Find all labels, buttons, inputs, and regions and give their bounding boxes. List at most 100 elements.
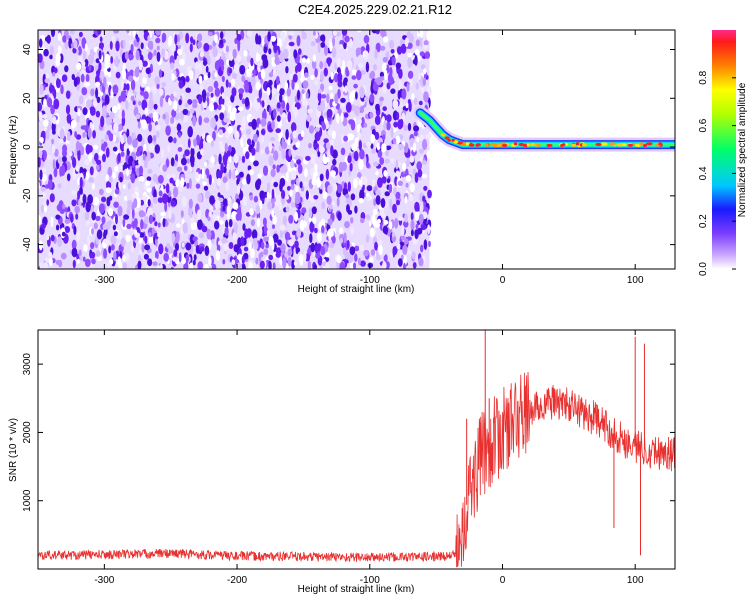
signal-hotspot [492, 144, 498, 148]
noise-speck [330, 170, 336, 177]
noise-speck [161, 48, 166, 58]
noise-speck [359, 189, 365, 201]
noise-speck [419, 134, 425, 141]
noise-speck [285, 66, 289, 74]
noise-speck [279, 53, 284, 63]
noise-speck [41, 173, 47, 182]
noise-speck [88, 177, 94, 183]
noise-speck [243, 49, 248, 57]
noise-speck [270, 35, 277, 42]
noise-speck [46, 199, 50, 206]
noise-speck [250, 57, 254, 67]
noise-speck [109, 40, 113, 50]
noise-speck [383, 220, 389, 225]
noise-speck [120, 90, 127, 102]
noise-speck [281, 112, 287, 119]
noise-speck [392, 99, 399, 109]
noise-speck [166, 243, 170, 249]
noise-speck [354, 253, 358, 262]
noise-speck [395, 191, 401, 199]
noise-speck [260, 68, 266, 80]
noise-speck [295, 141, 301, 148]
noise-speck [199, 246, 205, 252]
noise-speck [275, 128, 282, 134]
noise-speck [245, 151, 250, 160]
noise-speck [417, 55, 421, 62]
noise-speck [49, 54, 53, 60]
noise-speck [198, 75, 203, 85]
noise-speck [194, 61, 199, 70]
noise-speck [368, 221, 372, 227]
noise-speck [370, 143, 374, 149]
noise-speck [350, 217, 354, 224]
noise-speck [235, 169, 239, 176]
noise-speck [268, 155, 274, 166]
noise-speck [341, 134, 345, 144]
noise-speck [51, 138, 54, 145]
noise-speck [90, 251, 96, 259]
noise-speck [275, 75, 280, 86]
noise-speck [138, 176, 145, 182]
noise-speck [137, 133, 143, 142]
noise-speck [103, 76, 107, 88]
noise-speck [301, 89, 305, 95]
noise-speck [163, 252, 169, 262]
noise-speck [138, 145, 143, 152]
noise-speck [41, 223, 46, 229]
noise-speck [228, 219, 233, 228]
noise-speck [279, 88, 285, 96]
noise-speck [374, 49, 378, 59]
noise-speck [153, 86, 157, 95]
noise-speck [98, 242, 103, 252]
y-tick-label: 1000 [22, 489, 33, 512]
noise-speck [256, 141, 260, 152]
noise-speck [192, 115, 197, 127]
noise-speck [212, 102, 218, 110]
noise-speck [402, 244, 408, 255]
noise-speck [424, 51, 431, 59]
noise-speck [76, 229, 81, 242]
noise-speck [236, 54, 242, 63]
noise-speck [112, 224, 117, 231]
signal-hotspot [468, 143, 475, 147]
y-tick-label: 2000 [22, 421, 33, 444]
noise-speck [344, 194, 350, 199]
noise-speck [336, 57, 342, 66]
noise-speck [192, 236, 198, 242]
noise-speck [48, 84, 55, 94]
colorbar-tick-label: 0.6 [698, 118, 709, 132]
noise-speck [312, 30, 316, 36]
noise-speck [419, 36, 424, 47]
noise-speck [95, 250, 101, 257]
noise-speck [162, 113, 166, 120]
noise-speck [259, 198, 263, 211]
noise-speck [228, 169, 232, 180]
noise-speck [203, 42, 210, 52]
noise-speck [169, 177, 174, 184]
noise-speck [366, 162, 370, 169]
noise-speck [256, 217, 261, 228]
noise-speck [71, 199, 77, 207]
noise-speck [105, 147, 110, 158]
noise-speck [321, 201, 326, 210]
noise-speck [206, 134, 212, 143]
noise-speck [145, 67, 151, 75]
noise-speck [419, 51, 425, 57]
noise-speck [244, 81, 250, 93]
noise-speck [50, 216, 54, 228]
noise-speck [244, 228, 249, 240]
noise-speck [84, 211, 90, 221]
noise-speck [140, 211, 146, 217]
noise-speck [135, 50, 140, 61]
noise-speck [73, 225, 77, 235]
noise-speck [337, 88, 341, 99]
noise-speck [290, 169, 297, 180]
signal-hotspot [609, 142, 616, 146]
noise-speck [113, 134, 117, 143]
noise-speck [369, 93, 375, 103]
noise-speck [86, 47, 90, 56]
noise-speck [141, 99, 148, 111]
noise-speck [52, 71, 56, 77]
noise-speck [196, 209, 202, 220]
noise-speck [418, 100, 423, 106]
